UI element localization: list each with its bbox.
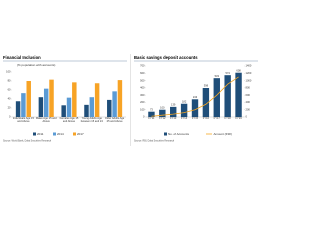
data-label: 139	[171, 103, 176, 107]
chart-title: Basic savings deposit accounts	[134, 55, 198, 60]
data-label: 533	[215, 74, 220, 78]
x-tick-label: Young Adults Age between 15 and 24	[80, 117, 103, 123]
legend-swatch	[164, 132, 167, 136]
bar	[213, 78, 220, 117]
bar	[235, 72, 242, 117]
source-note: Source: World Bank, Dolat Securities Res…	[3, 140, 52, 143]
bar	[49, 79, 54, 117]
data-label: 73	[150, 107, 153, 111]
bar	[94, 83, 100, 117]
bar	[72, 82, 77, 117]
x-tick-label: FY12	[159, 117, 166, 120]
y-tick-label: 400	[140, 86, 145, 90]
bar	[112, 91, 117, 117]
data-label: 398	[204, 84, 209, 88]
y-tick-label: 700	[140, 64, 145, 68]
y-tick-label: 500	[140, 78, 145, 82]
y2-tick-label: 800	[246, 86, 251, 90]
line	[151, 76, 239, 117]
y2-tick-label: 1200	[246, 71, 252, 75]
y-tick-label: 40	[8, 97, 11, 101]
data-label: 100	[160, 105, 165, 109]
y-tick-label: 100	[6, 70, 11, 74]
bar	[61, 105, 66, 117]
bar	[224, 75, 231, 117]
y2-tick-label: 1000	[246, 78, 252, 82]
y2-tick-label: 600	[246, 93, 251, 97]
y2-tick-label: 1400	[246, 64, 252, 68]
legend-swatch	[33, 132, 36, 136]
x-tick-label: FY11	[148, 117, 155, 120]
page: Financial Inclusion (% population with ac…	[3, 54, 258, 146]
legend-swatch	[73, 132, 76, 136]
y2-tick-label: 0	[246, 115, 248, 119]
bar	[15, 101, 21, 117]
charts: Financial Inclusion (% population with ac…	[3, 54, 258, 146]
bar	[159, 109, 166, 117]
data-label: 608	[236, 68, 241, 72]
bar	[89, 97, 95, 117]
y-tick-label: 200	[140, 100, 145, 104]
x-tick-label: FY16	[202, 117, 209, 120]
legend-label: Amount (INR)	[214, 132, 232, 136]
bar	[117, 80, 123, 117]
legend-label: 2017	[77, 132, 84, 136]
x-tick-label: FY14	[180, 117, 188, 120]
x-tick-label: Females Age 15 and Above	[59, 117, 79, 123]
data-label: 243	[193, 95, 198, 99]
bar	[84, 104, 89, 117]
bar	[26, 81, 31, 117]
x-tick-label: FY19	[235, 117, 242, 120]
y-tick-label: 60	[8, 88, 11, 92]
data-label: 574	[226, 71, 231, 75]
y2-tick-label: 400	[246, 100, 251, 104]
data-label: 182	[182, 99, 187, 103]
y-tick-label: 80	[8, 79, 11, 83]
bar	[191, 99, 199, 117]
y-tick-label: 0	[143, 115, 145, 119]
y-tick-label: 0	[9, 115, 11, 119]
bar	[107, 99, 112, 117]
bar	[43, 88, 49, 117]
x-tick-label: FY18	[224, 117, 231, 120]
x-tick-label: Males Age 15 and Above	[35, 117, 57, 123]
legend-label: 2011	[37, 132, 44, 136]
y2-tick-label: 200	[246, 107, 251, 111]
x-tick-label: FY15	[191, 117, 199, 120]
x-tick-label: FY13	[170, 117, 177, 120]
y-tick-label: 100	[140, 107, 145, 111]
bar	[148, 111, 155, 117]
legend-swatch	[53, 132, 56, 136]
chart-title: Financial Inclusion	[3, 55, 41, 60]
bar	[66, 97, 72, 117]
legend-label: 2014	[57, 132, 64, 136]
y-tick-label: 600	[140, 71, 145, 75]
chart-subtitle: (% population with accounts)	[17, 63, 55, 67]
x-tick-label: Older Adults Age 25 and Above	[104, 117, 125, 123]
x-tick-label: FY17	[213, 117, 220, 120]
bar	[38, 97, 44, 117]
legend-label: No. of Accounts	[168, 132, 190, 136]
bar	[180, 103, 188, 117]
bar	[202, 88, 210, 117]
y-tick-label: 20	[8, 106, 11, 110]
bar	[21, 93, 26, 117]
source-note: Source: RBI, Dolat Securities Research	[134, 140, 175, 143]
bar	[170, 106, 177, 117]
x-tick-label: Individuals Age 15 and Above	[12, 117, 34, 123]
y-tick-label: 300	[140, 93, 145, 97]
